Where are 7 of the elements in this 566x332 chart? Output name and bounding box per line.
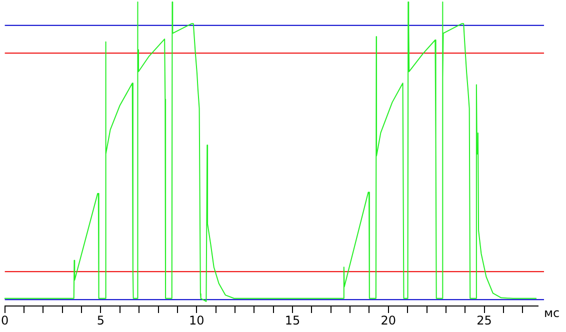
x-tick-label: 10 — [188, 313, 204, 328]
x-tick-label: 20 — [380, 313, 396, 328]
x-tick-label: 5 — [96, 313, 105, 328]
x-axis-title: мс — [544, 306, 560, 320]
x-tick-label: 0 — [0, 313, 9, 328]
x-tick-label: 15 — [284, 313, 300, 328]
x-tick-label: 25 — [476, 313, 492, 328]
